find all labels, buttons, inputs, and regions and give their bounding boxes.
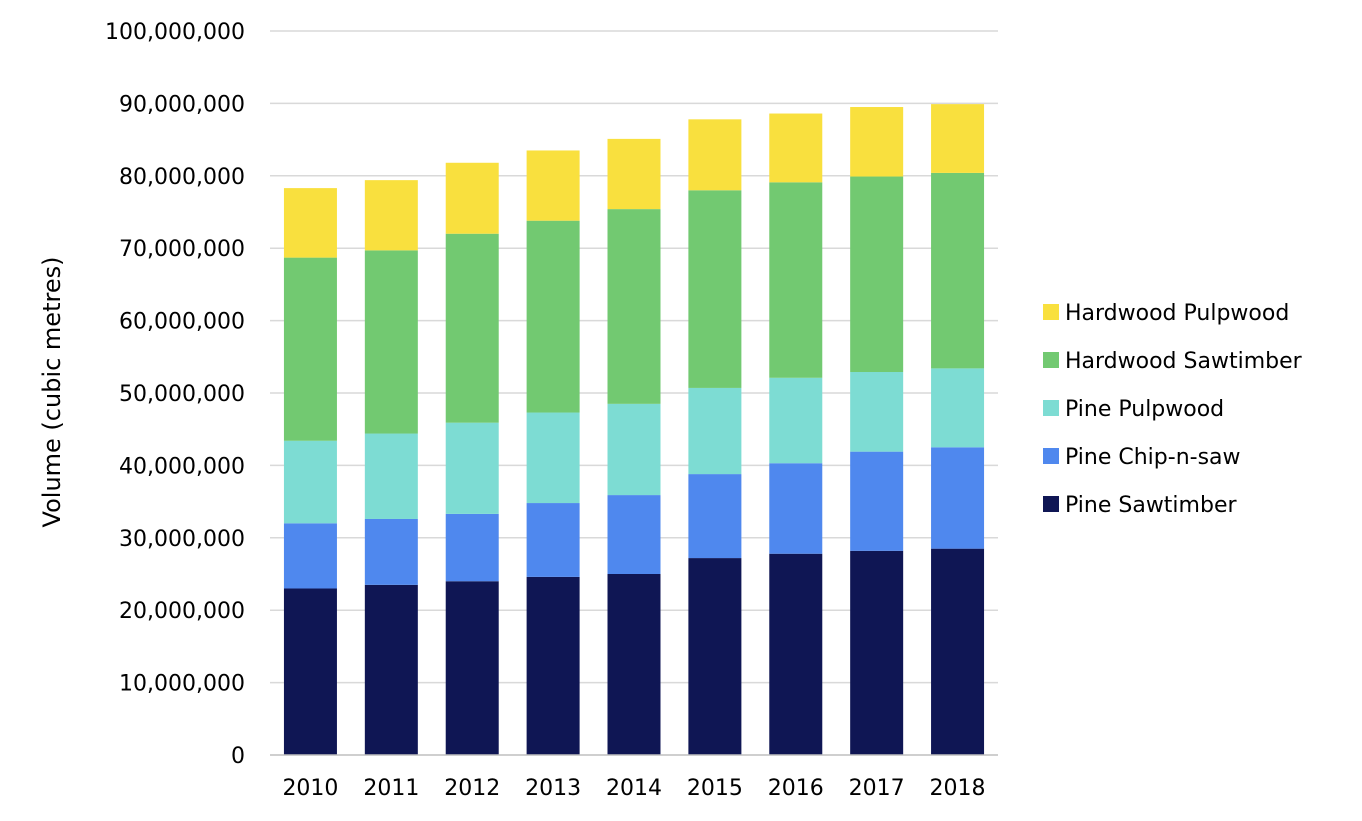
bar-segment-pine-sawtimber-2012 bbox=[445, 581, 499, 755]
bar-segment-hardwood-sawtimber-2011 bbox=[364, 250, 418, 434]
bar-segment-pine-pulpwood-2014 bbox=[607, 403, 661, 496]
legend-swatch bbox=[1043, 448, 1059, 464]
bar-segment-pine-sawtimber-2017 bbox=[850, 550, 904, 755]
legend-label: Hardwood Sawtimber bbox=[1065, 349, 1303, 374]
y-axis-title: Volume (cubic metres) bbox=[38, 257, 66, 528]
y-tick-label: 80,000,000 bbox=[119, 165, 245, 190]
y-tick-label: 70,000,000 bbox=[119, 237, 245, 262]
y-tick-label: 50,000,000 bbox=[119, 382, 245, 407]
bar-segment-hardwood-sawtimber-2018 bbox=[931, 172, 985, 369]
bar-segment-pine-sawtimber-2011 bbox=[364, 584, 418, 755]
x-tick-label: 2013 bbox=[525, 776, 581, 801]
bar-segment-pine-chip-n-saw-2014 bbox=[607, 495, 661, 574]
bar-segment-hardwood-sawtimber-2012 bbox=[445, 233, 499, 423]
legend-swatch bbox=[1043, 352, 1059, 368]
legend: Hardwood Pulpwood Hardwood Sawtimber Pine … bbox=[1043, 301, 1303, 518]
bar-segment-hardwood-sawtimber-2017 bbox=[850, 176, 904, 373]
bar-segment-pine-chip-n-saw-2015 bbox=[688, 474, 742, 559]
x-tick-labels: 2010 2011 2012 2013 2014 2015 2016 2017 2018 bbox=[282, 776, 985, 801]
bar-segment-pine-chip-n-saw-2013 bbox=[526, 503, 580, 577]
legend-label: Pine Pulpwood bbox=[1065, 397, 1224, 422]
bar-segment-pine-chip-n-saw-2016 bbox=[769, 463, 823, 554]
bar-segment-pine-sawtimber-2018 bbox=[931, 548, 985, 755]
x-tick-label: 2011 bbox=[363, 776, 419, 801]
bar-segment-pine-sawtimber-2013 bbox=[526, 576, 580, 755]
y-tick-labels: 0 10,000,000 20,000,000 30,000,000 40,000,00… bbox=[105, 20, 245, 769]
bars bbox=[283, 104, 985, 755]
legend-label: Pine Chip-n-saw bbox=[1065, 445, 1241, 470]
x-tick-label: 2018 bbox=[930, 776, 986, 801]
bar-segment-pine-sawtimber-2015 bbox=[688, 558, 742, 755]
bar-segment-pine-pulpwood-2015 bbox=[688, 387, 742, 475]
legend-swatch bbox=[1043, 304, 1059, 320]
bar-segment-hardwood-sawtimber-2016 bbox=[769, 182, 823, 378]
x-tick-label: 2014 bbox=[606, 776, 662, 801]
bar-segment-hardwood-pulpwood-2011 bbox=[364, 180, 418, 251]
bar-segment-pine-chip-n-saw-2017 bbox=[850, 451, 904, 551]
bar-segment-pine-pulpwood-2011 bbox=[364, 433, 418, 519]
bar-segment-pine-sawtimber-2016 bbox=[769, 553, 823, 755]
x-tick-label: 2010 bbox=[282, 776, 338, 801]
bar-segment-hardwood-sawtimber-2015 bbox=[688, 190, 742, 388]
y-tick-label: 90,000,000 bbox=[119, 92, 245, 117]
bar-segment-pine-chip-n-saw-2010 bbox=[283, 523, 337, 589]
x-tick-label: 2016 bbox=[768, 776, 824, 801]
bar-segment-hardwood-sawtimber-2014 bbox=[607, 209, 661, 404]
y-tick-label: 40,000,000 bbox=[119, 454, 245, 479]
bar-segment-pine-sawtimber-2014 bbox=[607, 574, 661, 755]
bar-segment-pine-chip-n-saw-2011 bbox=[364, 518, 418, 585]
legend-label: Hardwood Pulpwood bbox=[1065, 301, 1289, 326]
x-tick-label: 2015 bbox=[687, 776, 743, 801]
bar-segment-pine-chip-n-saw-2012 bbox=[445, 513, 499, 582]
y-tick-label: 20,000,000 bbox=[119, 599, 245, 624]
bar-segment-pine-chip-n-saw-2018 bbox=[931, 447, 985, 549]
y-tick-label: 100,000,000 bbox=[105, 20, 245, 45]
x-tick-label: 2012 bbox=[444, 776, 500, 801]
bar-segment-hardwood-pulpwood-2017 bbox=[850, 107, 904, 177]
bar-segment-pine-pulpwood-2013 bbox=[526, 412, 580, 504]
bar-segment-hardwood-pulpwood-2015 bbox=[688, 119, 742, 191]
bar-segment-pine-pulpwood-2016 bbox=[769, 377, 823, 464]
bar-segment-hardwood-pulpwood-2016 bbox=[769, 113, 823, 183]
bar-segment-hardwood-pulpwood-2018 bbox=[931, 104, 985, 173]
bar-segment-hardwood-pulpwood-2012 bbox=[445, 162, 499, 234]
bar-segment-pine-pulpwood-2017 bbox=[850, 372, 904, 452]
bar-segment-hardwood-pulpwood-2010 bbox=[283, 188, 337, 258]
x-tick-label: 2017 bbox=[849, 776, 905, 801]
y-tick-label: 0 bbox=[231, 744, 245, 769]
bar-segment-pine-pulpwood-2010 bbox=[283, 440, 337, 524]
bar-segment-pine-sawtimber-2010 bbox=[283, 588, 337, 755]
legend-label: Pine Sawtimber bbox=[1065, 493, 1237, 518]
bar-segment-hardwood-pulpwood-2013 bbox=[526, 150, 580, 221]
y-tick-label: 30,000,000 bbox=[119, 527, 245, 552]
bar-segment-hardwood-sawtimber-2010 bbox=[283, 257, 337, 441]
y-tick-label: 60,000,000 bbox=[119, 310, 245, 335]
bar-segment-pine-pulpwood-2018 bbox=[931, 368, 985, 448]
legend-swatch bbox=[1043, 496, 1059, 512]
bar-segment-hardwood-sawtimber-2013 bbox=[526, 220, 580, 413]
bar-segment-hardwood-pulpwood-2014 bbox=[607, 138, 661, 210]
legend-swatch bbox=[1043, 400, 1059, 416]
bar-segment-pine-pulpwood-2012 bbox=[445, 422, 499, 514]
y-tick-label: 10,000,000 bbox=[119, 672, 245, 697]
